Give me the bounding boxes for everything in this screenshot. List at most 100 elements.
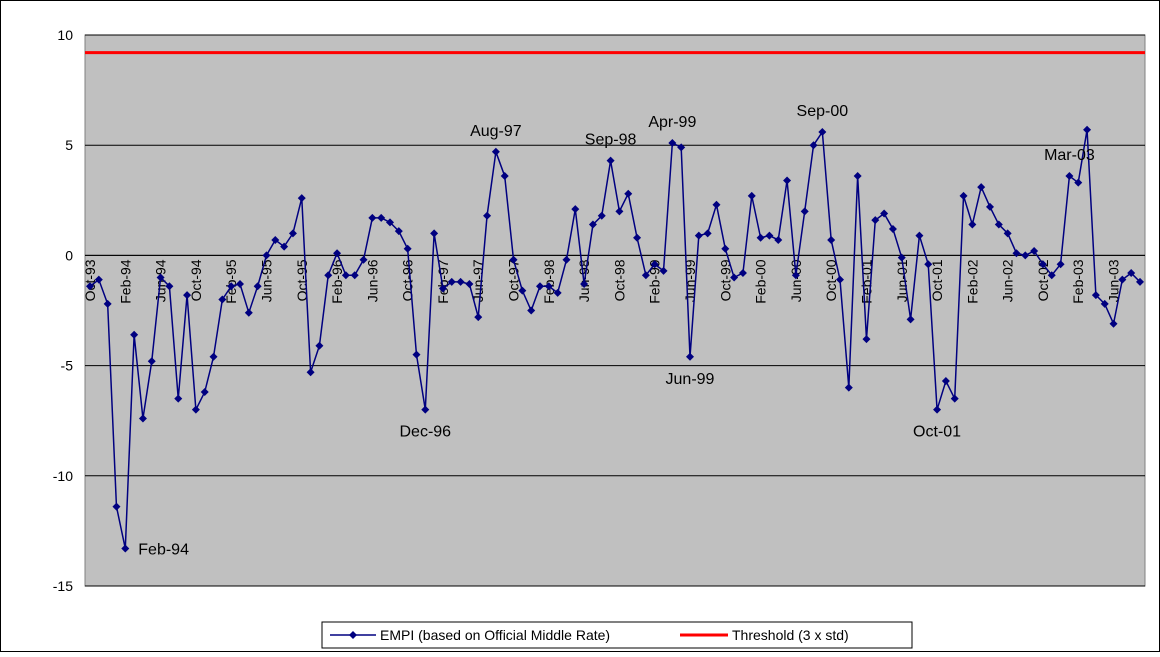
point: [536, 282, 544, 291]
series-line: [89, 129, 1141, 549]
point: [774, 235, 783, 244]
x-tick-label: Feb-00: [753, 259, 769, 304]
point: [597, 211, 606, 220]
point: [1136, 277, 1144, 286]
point: [227, 282, 236, 291]
point-label: Sep-98: [585, 132, 637, 149]
y-tick-label: 5: [65, 137, 73, 153]
legend-label: EMPI (based on Official Middle Rate): [380, 627, 610, 643]
y-tick-label: -15: [53, 578, 73, 594]
point: [324, 271, 333, 280]
point: [1118, 275, 1127, 284]
point: [836, 275, 844, 284]
point: [430, 229, 439, 238]
x-tick-label: Jun-03: [1106, 259, 1122, 302]
point: [809, 141, 818, 150]
point: [1038, 260, 1047, 269]
point: [103, 299, 112, 308]
point-label: Feb-94: [138, 542, 189, 559]
point: [112, 502, 121, 511]
point: [650, 260, 659, 269]
point: [633, 233, 642, 242]
point: [950, 394, 959, 403]
point: [606, 156, 615, 165]
point: [677, 143, 686, 152]
x-tick-label: Feb-95: [223, 259, 239, 304]
legend: [321, 621, 913, 649]
point-label: Aug-97: [470, 123, 522, 140]
point: [977, 183, 986, 192]
point: [994, 220, 1003, 229]
point: [818, 127, 827, 136]
point: [465, 280, 474, 289]
point: [871, 216, 880, 225]
point: [156, 273, 165, 282]
point: [968, 220, 977, 229]
point: [1109, 319, 1118, 328]
x-tick-label: Jun-02: [1000, 259, 1016, 302]
point: [986, 202, 994, 211]
point: [183, 291, 192, 300]
point: [827, 235, 836, 244]
point: [438, 284, 447, 293]
point: [1127, 269, 1136, 278]
point: [218, 295, 227, 304]
legend-marker: [349, 631, 357, 639]
x-tick-label: Oct-96: [400, 259, 416, 301]
point-label: Apr-99: [648, 114, 696, 131]
y-tick-label: 10: [57, 27, 73, 43]
point: [527, 306, 536, 315]
point: [888, 224, 897, 233]
x-tick-label: Feb-97: [435, 259, 451, 304]
point: [236, 280, 244, 289]
x-tick-label: Feb-02: [964, 259, 980, 304]
x-tick-label: Oct-94: [188, 259, 204, 301]
point: [1056, 260, 1065, 269]
point: [491, 147, 500, 156]
point: [509, 255, 518, 264]
point: [544, 282, 553, 291]
point: [1012, 249, 1021, 258]
point: [694, 231, 703, 240]
point: [624, 189, 633, 198]
point: [588, 220, 597, 229]
point: [209, 352, 218, 361]
point: [306, 368, 315, 377]
point: [262, 251, 271, 260]
point: [138, 414, 147, 423]
point: [703, 229, 712, 238]
point: [244, 308, 253, 317]
point: [800, 207, 809, 216]
point: [1047, 271, 1056, 280]
point: [924, 260, 933, 269]
point-label: Mar-03: [1044, 147, 1095, 164]
point: [1021, 251, 1030, 260]
legend-box: [321, 621, 913, 649]
point: [897, 253, 906, 262]
point: [447, 277, 456, 286]
point: [580, 280, 589, 289]
point: [297, 194, 306, 203]
point: [130, 330, 139, 339]
point: [94, 275, 103, 284]
point: [165, 282, 174, 291]
point: [553, 288, 562, 297]
point: [906, 315, 915, 324]
point: [253, 282, 262, 291]
y-tick-label: -5: [61, 358, 74, 374]
point: [562, 255, 571, 264]
point: [721, 244, 730, 253]
point: [333, 249, 342, 258]
point: [571, 205, 580, 214]
point: [518, 286, 527, 295]
point: [747, 191, 756, 200]
x-tick-label: Jun-95: [258, 259, 274, 302]
point: [200, 388, 209, 397]
point: [191, 405, 200, 414]
point: [659, 266, 668, 275]
point: [1074, 178, 1083, 187]
point: [121, 544, 130, 553]
point: [756, 233, 765, 242]
point: [1091, 291, 1100, 300]
x-tick-label: Oct-93: [82, 259, 98, 301]
